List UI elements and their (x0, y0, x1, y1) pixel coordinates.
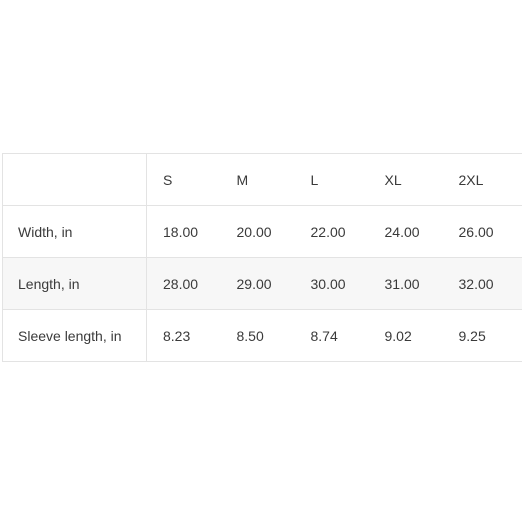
table-cell: 29.00 (236, 275, 272, 292)
header-size-m: M (236, 171, 249, 188)
table-cell: 8.74 (310, 327, 338, 344)
table-cell: 26.00 (458, 223, 494, 240)
table-cell: 30.00 (310, 275, 346, 292)
row-label: Sleeve length, in (2, 309, 147, 362)
table-cell: 9.02 (384, 327, 412, 344)
table-row-width: Width, in 18.00 20.00 22.00 24.00 26.00 (2, 205, 522, 258)
table-cell: 32.00 (458, 275, 494, 292)
table-cell: 22.00 (310, 223, 346, 240)
header-size-s: S (163, 171, 173, 188)
header-corner-cell (2, 153, 147, 206)
table-cell: 8.23 (163, 327, 191, 344)
table-cell: 31.00 (384, 275, 420, 292)
table-cell: 9.25 (458, 327, 486, 344)
row-label: Width, in (2, 205, 147, 258)
size-chart-table: S M L XL 2XL Width, in 18.00 20.00 22.00… (2, 153, 522, 362)
header-size-l: L (310, 171, 319, 188)
header-size-xl: XL (384, 171, 402, 188)
table-cell: 20.00 (236, 223, 272, 240)
table-cell: 18.00 (163, 223, 199, 240)
table-header-row: S M L XL 2XL (2, 153, 522, 206)
table-cell: 28.00 (163, 275, 199, 292)
table-row-sleeve-length: Sleeve length, in 8.23 8.50 8.74 9.02 9.… (2, 309, 522, 362)
header-size-2xl: 2XL (458, 171, 484, 188)
table-cell: 24.00 (384, 223, 420, 240)
row-label: Length, in (2, 257, 147, 310)
table-cell: 8.50 (236, 327, 264, 344)
table-row-length: Length, in 28.00 29.00 30.00 31.00 32.00 (2, 257, 522, 310)
